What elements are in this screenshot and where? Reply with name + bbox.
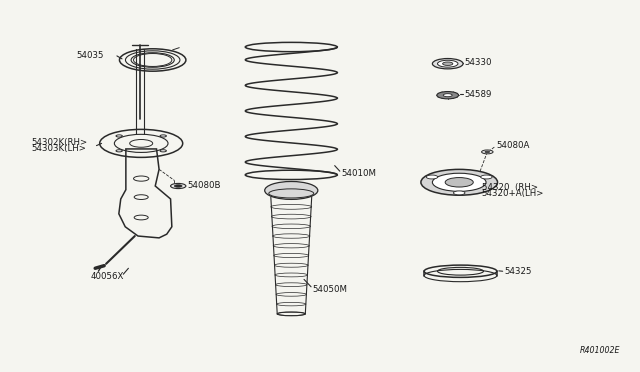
Text: 54320  (RH>: 54320 (RH> [481,183,538,192]
Text: 54010M: 54010M [341,169,376,177]
Text: R401002E: R401002E [580,346,620,355]
Text: 54303K(LH>: 54303K(LH> [31,144,86,153]
Ellipse shape [426,175,438,179]
Text: 54320+A(LH>: 54320+A(LH> [481,189,544,198]
Ellipse shape [421,169,497,195]
Ellipse shape [443,62,453,65]
Text: 54589: 54589 [465,90,492,99]
Ellipse shape [171,183,186,189]
Text: 54080B: 54080B [187,181,221,190]
Ellipse shape [116,135,122,137]
Ellipse shape [444,94,452,97]
Text: 54302K(RH>: 54302K(RH> [31,138,88,147]
Ellipse shape [433,173,486,191]
Ellipse shape [481,150,493,154]
Ellipse shape [116,150,122,152]
Ellipse shape [438,60,458,67]
Ellipse shape [485,151,490,153]
Text: 54035: 54035 [76,51,104,60]
Text: 54080A: 54080A [496,141,530,151]
Ellipse shape [160,135,166,137]
Ellipse shape [265,182,318,199]
Text: 54330: 54330 [465,58,492,67]
Text: 54050M: 54050M [312,285,348,294]
Ellipse shape [174,185,182,187]
Ellipse shape [481,175,492,179]
Ellipse shape [437,92,459,99]
Ellipse shape [160,150,166,152]
Ellipse shape [433,58,463,69]
Text: 54325: 54325 [504,267,531,276]
Text: 40056X: 40056X [90,272,124,281]
Ellipse shape [445,177,473,187]
Ellipse shape [454,191,465,195]
